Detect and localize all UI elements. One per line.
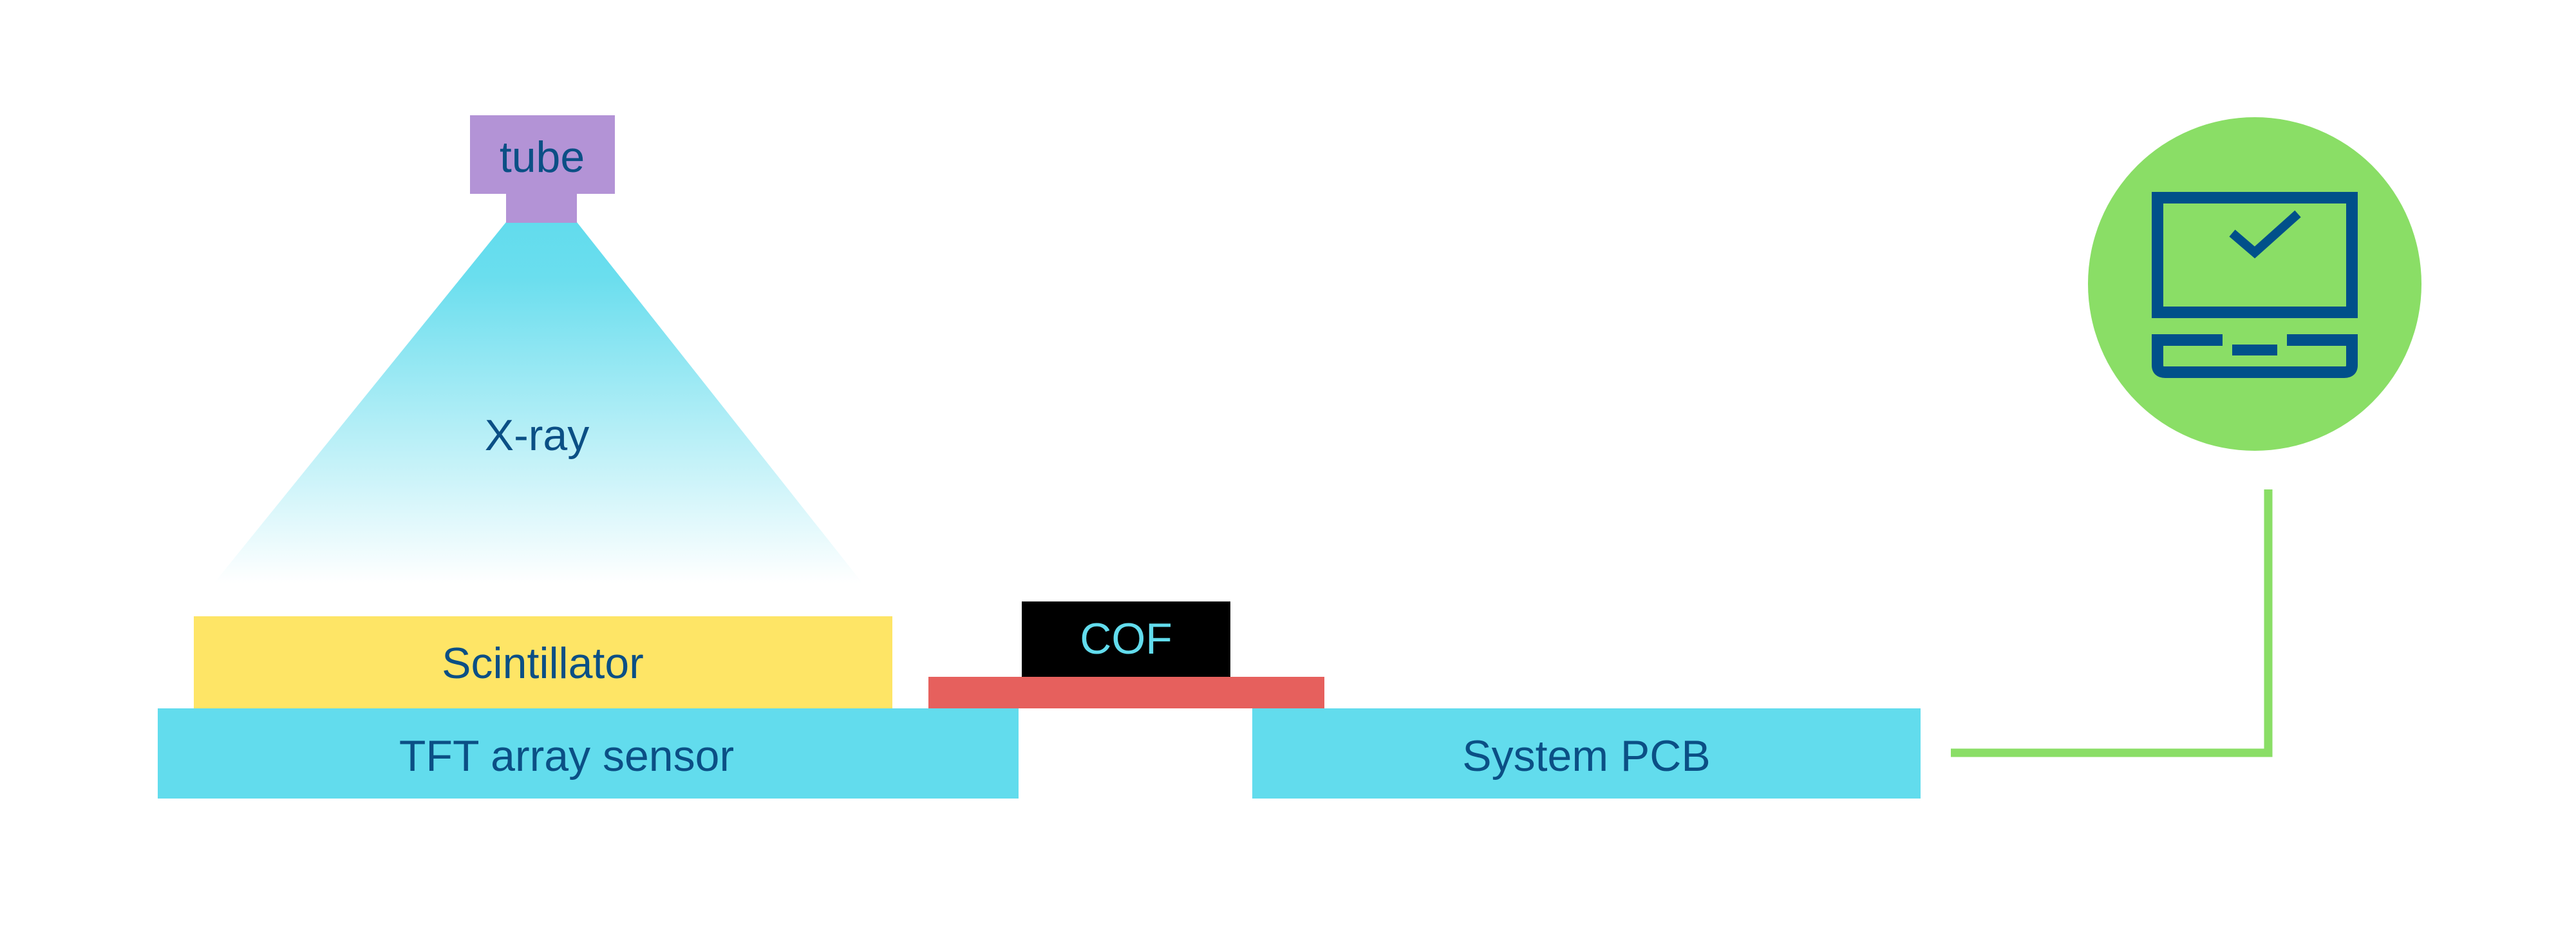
tube-box [470, 115, 615, 194]
tft-array-sensor [158, 708, 1019, 799]
scintillator-layer [194, 616, 892, 708]
pcb-label: System PCB [1462, 732, 1710, 780]
cof-label: COF [1080, 614, 1172, 663]
tube-label: tube [500, 133, 585, 182]
xray-label: X-ray [485, 411, 589, 460]
scintillator-label: Scintillator [442, 639, 644, 688]
flex-cable [928, 677, 1324, 708]
tft-label: TFT array sensor [399, 732, 734, 780]
system-pcb [1252, 708, 1921, 799]
xray-beam [214, 222, 863, 583]
monitor-with-checkmark-icon [2088, 117, 2421, 451]
connector-line [1951, 489, 2273, 757]
tube-stem [506, 193, 577, 223]
cof-chip [1022, 601, 1230, 677]
